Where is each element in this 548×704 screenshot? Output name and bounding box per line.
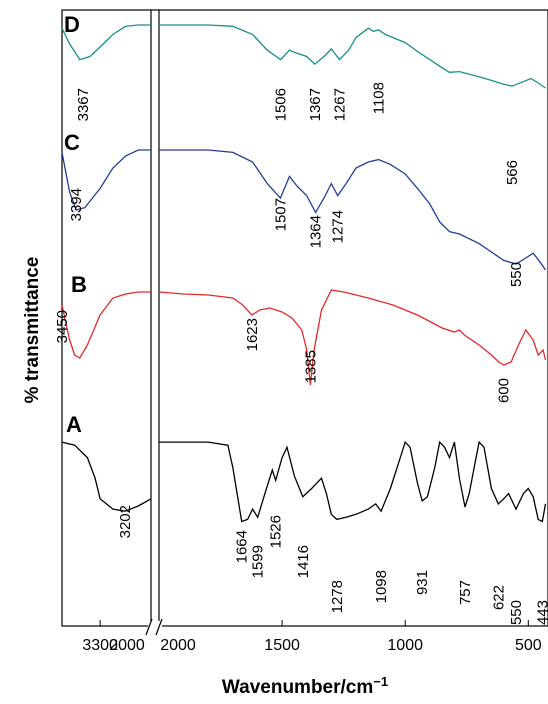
series-b-line-right: [158, 289, 547, 386]
peak-label-a-1098: 1098: [373, 570, 390, 603]
series-d-line-left: [61, 24, 151, 61]
series-d-line-right: [159, 24, 546, 89]
peak-label-b-600: 600: [496, 378, 513, 403]
series-c-line-left: [61, 149, 151, 211]
x-tick-label: 2000: [160, 637, 196, 654]
peak-label-b-3450: 3450: [54, 310, 71, 343]
peak-label-a-1416: 1416: [295, 545, 312, 578]
peak-label-c-3394: 3394: [68, 188, 85, 221]
series-label-b: B: [71, 272, 87, 297]
peak-label-c-550: 550: [508, 262, 525, 287]
series-layer: [61, 24, 547, 523]
series-b-line-left: [61, 291, 151, 359]
y-axis-title: % transmittance: [22, 257, 43, 404]
peak-label-a-550: 550: [508, 600, 525, 625]
peak-label-d-1506: 1506: [273, 88, 290, 121]
plot-frame: [61, 9, 548, 627]
peak-label-a-1599: 1599: [250, 545, 267, 578]
axis-break-mark: [145, 618, 153, 636]
x-axis-title-exponent: −1: [373, 674, 388, 689]
label-layer: D 3367 1506 1367 1267 1108 566 C 3394 1507 1364 127…: [54, 12, 548, 625]
peak-label-a-622: 622: [490, 585, 507, 610]
series-label-a: A: [66, 412, 82, 437]
peak-label-d-1267: 1267: [332, 88, 349, 121]
axis-break-mark: [155, 618, 163, 636]
peak-label-c-1507: 1507: [272, 198, 289, 231]
x-axis-title-text: Wavenumber/cm: [222, 677, 373, 698]
peak-label-a-3202: 3202: [117, 505, 134, 538]
series-c-line-right: [159, 149, 547, 271]
peak-label-a-931: 931: [414, 570, 431, 595]
peak-label-a-443: 443: [534, 600, 548, 625]
series-label-c: C: [64, 130, 80, 155]
peak-label-d-3367: 3367: [75, 88, 92, 121]
peak-label-d-1108: 1108: [371, 82, 388, 114]
peak-label-a-1664: 1664: [234, 530, 251, 563]
peak-label-c-1274: 1274: [330, 210, 347, 243]
peak-label-a-1278: 1278: [329, 580, 346, 613]
peak-label-b-1623: 1623: [244, 318, 261, 351]
peak-label-b-1385: 1385: [302, 350, 319, 383]
peak-label-d-566: 566: [504, 160, 521, 185]
x-tick-label: 1000: [387, 637, 423, 654]
series-a-line-left: [61, 441, 152, 512]
x-tick-label: 500: [515, 637, 542, 654]
series-label-d: D: [64, 12, 80, 37]
series-a-line-right: [159, 440, 547, 523]
peak-label-a-757: 757: [457, 580, 474, 605]
x-tick-label: 2000: [109, 637, 145, 654]
x-tick-label: 1500: [264, 637, 300, 654]
peak-label-a-1526: 1526: [268, 515, 285, 548]
x-axis-title: Wavenumber/cm−1: [222, 674, 388, 698]
peak-label-c-1364: 1364: [308, 215, 325, 248]
x-tick-label: 3300: [82, 637, 118, 654]
peak-label-d-1367: 1367: [307, 88, 324, 121]
